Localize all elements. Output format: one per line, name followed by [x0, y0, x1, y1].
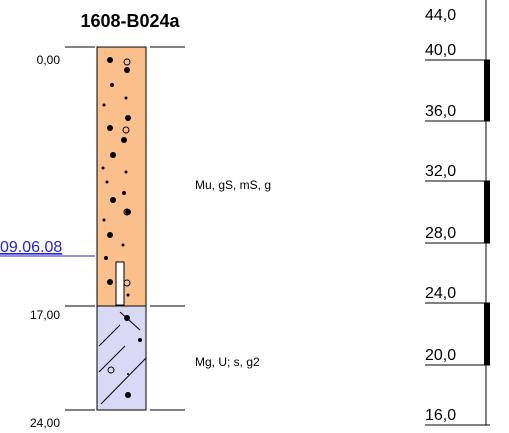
layer-label: Mu, gS, mS, g: [195, 178, 271, 192]
scale-label: 20,0: [425, 347, 456, 364]
depth-label: 0,00: [37, 53, 61, 67]
title: 1608-B024a: [80, 11, 180, 31]
scale-label: 16,0: [425, 407, 456, 424]
depth-label: 17,00: [30, 308, 60, 322]
scale-bars: [484, 60, 490, 365]
scale-label: 24,0: [425, 285, 456, 302]
water-level: [116, 262, 124, 305]
date-link[interactable]: 09.06.08: [0, 239, 62, 256]
scale-label: 40,0: [425, 42, 456, 59]
scale-label: 28,0: [425, 225, 456, 242]
layer-label: Mg, U; s, g2: [195, 355, 260, 369]
scale-label: 36,0: [425, 103, 456, 120]
depth-label: 24,00: [30, 416, 60, 430]
layer-fill: [97, 306, 146, 410]
scale-label: 44,0: [425, 7, 456, 24]
scale-label: 32,0: [425, 163, 456, 180]
borehole-log: 1608-B024a 0,00 17,00 24,00 09.06.08 Mu,…: [0, 0, 509, 433]
